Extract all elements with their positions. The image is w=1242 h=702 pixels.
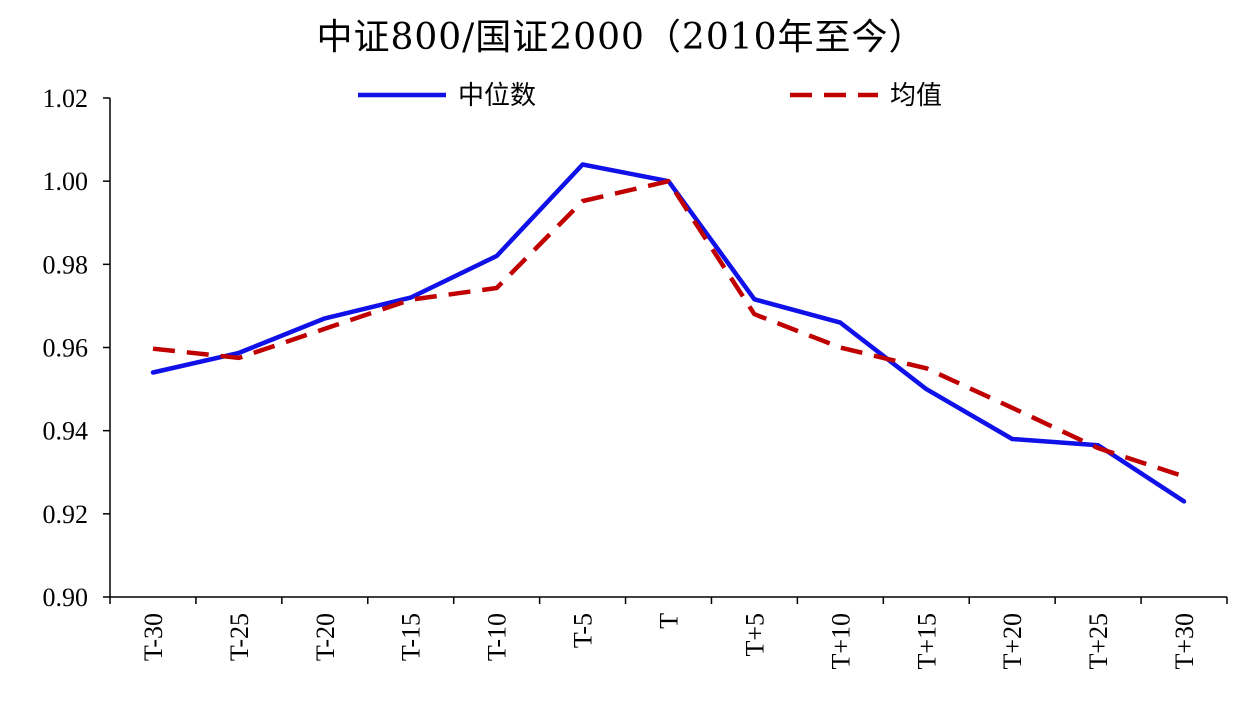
x-tick-label: T+5 [740,613,769,657]
chart-title: 中证800/国证2000（2010年至今） [316,17,926,58]
y-axis-ticks: 0.90 0.92 0.94 0.96 0.98 1.00 1.02 [43,84,110,612]
x-tick-label: T+15 [912,613,941,670]
axes [109,98,1227,598]
y-tick-label: 0.94 [43,417,89,446]
legend-median-label: 中位数 [458,81,536,111]
y-tick-label: 1.02 [43,84,89,113]
legend-mean-label: 均值 [890,81,942,111]
x-tick-label: T [655,613,684,629]
series-line-mean [152,178,1185,479]
y-tick-label: 0.98 [43,250,89,279]
x-tick-label: T-15 [397,613,426,661]
y-tick-label: 0.90 [43,583,89,612]
x-tick-label: T+10 [826,613,855,670]
x-tick-label: T+25 [1084,613,1113,670]
x-tick-label: T-20 [311,613,340,661]
x-tick-label: T-5 [569,613,598,648]
legend: 中位数 均值 [358,81,942,111]
x-tick-label: T-25 [225,613,254,661]
x-tick-label: T+30 [1170,613,1199,670]
x-tick-label: T+20 [998,613,1027,670]
y-tick-label: 0.96 [43,334,89,363]
x-tick-label: T-30 [139,613,168,661]
series-line-median [150,162,1187,504]
x-axis-ticks: T-30 T-25 T-20 T-15 T-10 T-5 T T+5 T+10 T+15 T+20 T… [109,597,1228,670]
x-tick-label: T-10 [483,613,512,661]
series-lines [150,162,1187,504]
y-tick-label: 0.92 [43,500,89,529]
y-tick-label: 1.00 [43,167,89,196]
